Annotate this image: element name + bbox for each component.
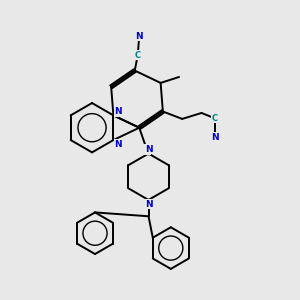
Text: N: N (114, 107, 122, 116)
Text: N: N (135, 32, 143, 40)
Text: N: N (114, 140, 122, 149)
Text: N: N (145, 200, 152, 208)
Text: N: N (211, 133, 219, 142)
Text: C: C (135, 51, 141, 60)
Text: C: C (212, 114, 218, 123)
Text: N: N (145, 145, 152, 154)
Text: N: N (143, 146, 151, 155)
